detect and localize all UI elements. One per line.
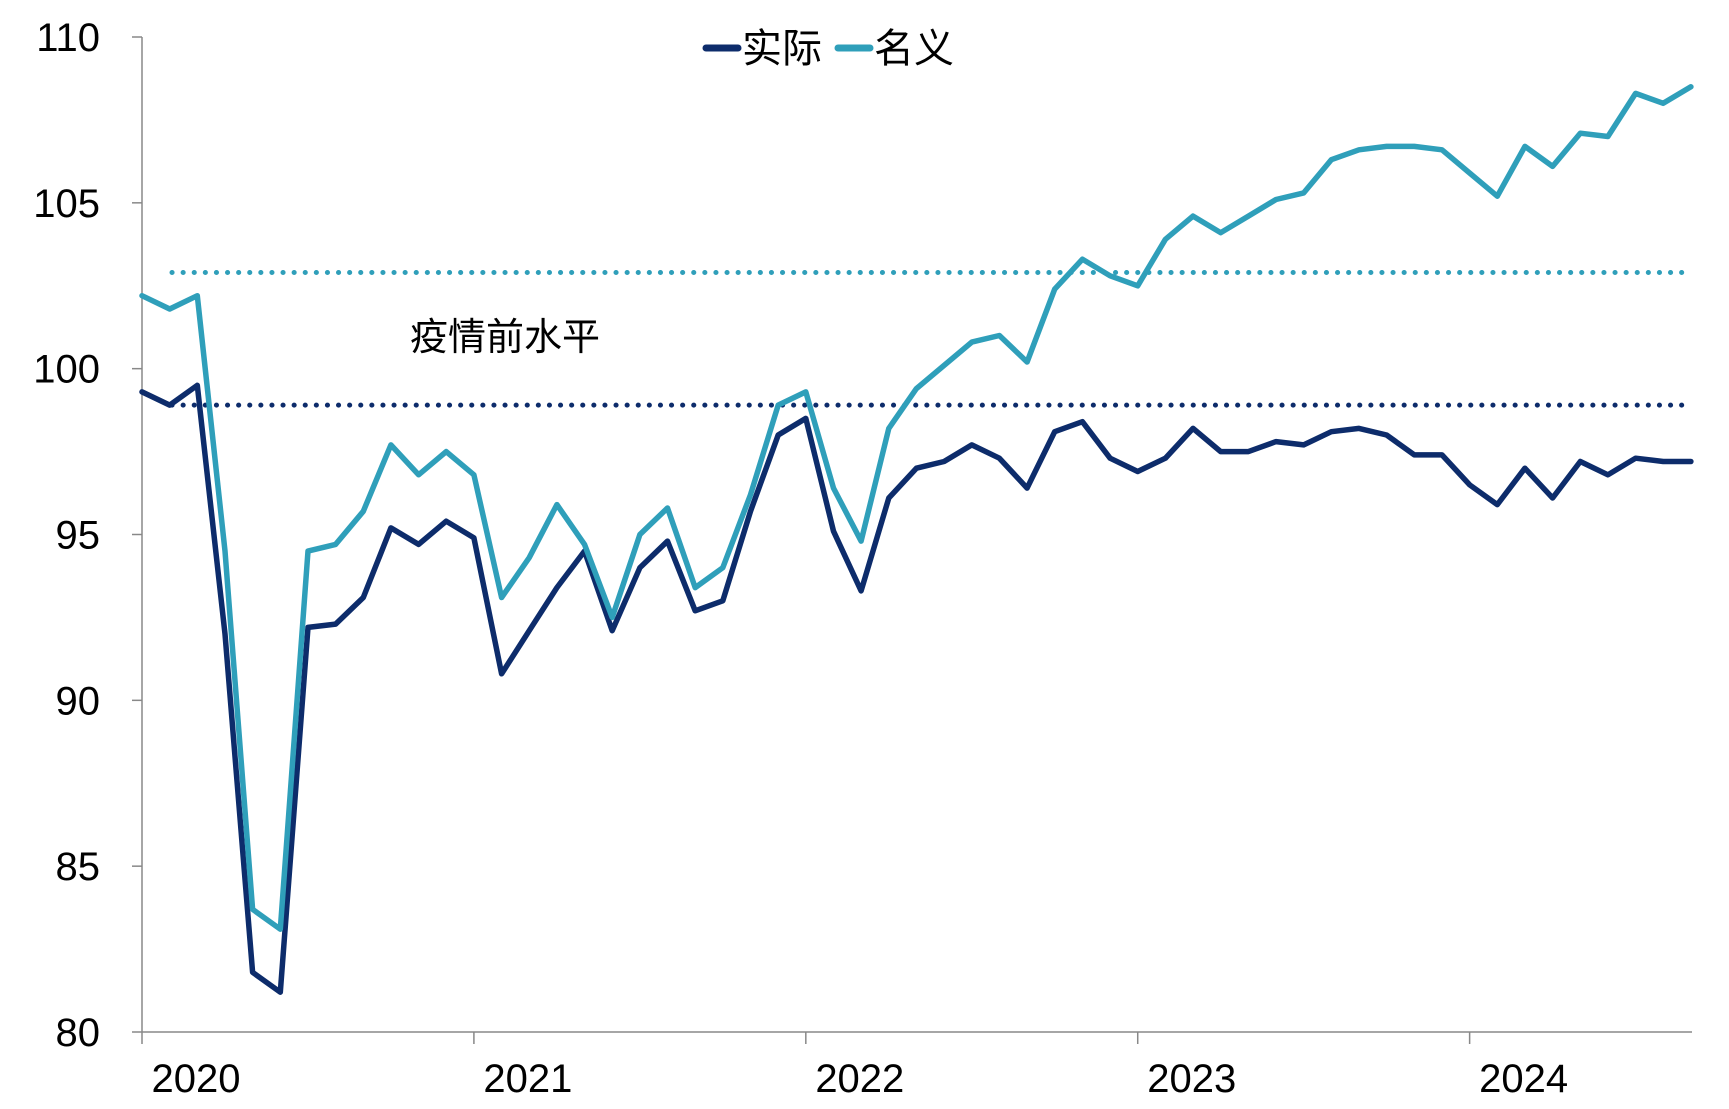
- y-tick-label: 110: [36, 16, 100, 60]
- y-tick-label: 105: [33, 182, 100, 226]
- y-tick-label: 85: [56, 845, 101, 889]
- x-tick-label: 2021: [483, 1057, 572, 1101]
- legend-label: 名义: [874, 26, 954, 72]
- annotation-label: 疫情前水平: [410, 315, 600, 359]
- x-tick-label: 2022: [815, 1057, 904, 1101]
- legend: 实际 名义: [702, 26, 954, 72]
- x-tick-label: 2023: [1147, 1057, 1236, 1101]
- reference-lines: [169, 269, 1687, 408]
- y-tick-label: 90: [56, 679, 101, 723]
- legend-label: 实际: [742, 26, 822, 72]
- annotations: 疫情前水平: [410, 315, 600, 359]
- y-tick-label: 100: [33, 348, 100, 392]
- y-tick-label: 95: [56, 514, 101, 558]
- y-tick-label: 80: [56, 1011, 101, 1055]
- series-line: [139, 84, 1694, 932]
- series-line: [139, 382, 1694, 995]
- axes: [141, 37, 1692, 1033]
- x-ticks: 2020 2021 2022 2023 2024: [141, 1032, 1568, 1101]
- series-lines: [139, 84, 1694, 995]
- x-tick-label: 2020: [152, 1057, 241, 1101]
- x-tick-label: 2024: [1479, 1057, 1568, 1101]
- y-ticks: 80 85 90 95 100 105 110: [33, 16, 142, 1055]
